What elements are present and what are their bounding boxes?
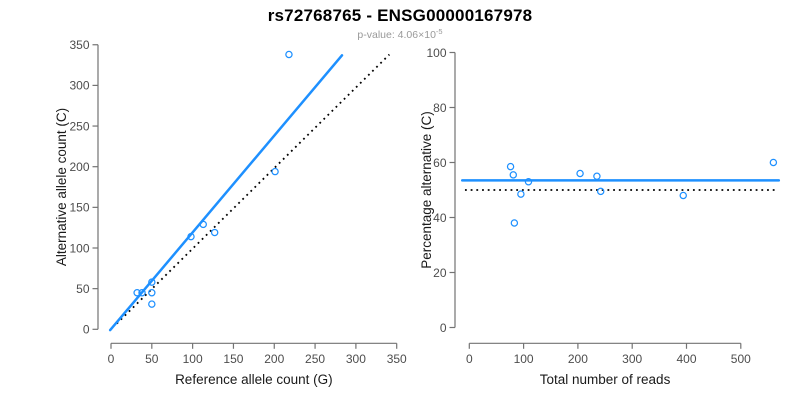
data-point bbox=[148, 288, 156, 297]
data-point bbox=[596, 187, 605, 196]
data-point bbox=[510, 219, 519, 227]
x-tick-label: 500 bbox=[731, 352, 751, 366]
data-point bbox=[187, 232, 195, 241]
x-tick-label: 400 bbox=[676, 352, 696, 366]
data-point bbox=[199, 220, 207, 229]
y-tick-label: 50 bbox=[76, 282, 90, 296]
data-point bbox=[271, 167, 279, 176]
y-tick-label: 100 bbox=[426, 46, 446, 60]
x-tick-label: 250 bbox=[305, 352, 325, 366]
y-tick-label: 300 bbox=[69, 79, 89, 93]
pvalue-exponent: -5 bbox=[435, 27, 443, 36]
figure-title: rs72768765 - ENSG00000167978 bbox=[267, 6, 533, 25]
y-tick-label: 200 bbox=[69, 160, 89, 174]
y-tick-label: 20 bbox=[433, 266, 447, 280]
y-tick-label: 40 bbox=[433, 211, 447, 225]
data-point bbox=[517, 190, 525, 198]
x-tick-label: 100 bbox=[514, 352, 534, 366]
x-tick-label: 300 bbox=[622, 352, 642, 366]
y-tick-label: 250 bbox=[69, 119, 89, 133]
x-tick-label: 200 bbox=[568, 352, 588, 366]
data-point bbox=[285, 50, 293, 59]
y-tick-label: 0 bbox=[83, 323, 90, 337]
regression-line bbox=[108, 54, 344, 332]
x-axis-title: Reference allele count (G) bbox=[175, 372, 333, 387]
x-tick-label: 0 bbox=[466, 352, 473, 366]
data-point bbox=[524, 178, 533, 186]
figure-subtitle: p-value: 4.06×10-5 bbox=[0, 27, 800, 41]
x-tick-label: 350 bbox=[387, 352, 407, 366]
data-point bbox=[210, 228, 219, 237]
x-tick-label: 50 bbox=[145, 352, 159, 366]
y-tick-label: 0 bbox=[440, 321, 447, 335]
y-tick-label: 60 bbox=[433, 156, 447, 170]
data-point bbox=[593, 172, 601, 180]
pvalue-label: p-value: 4.06×10 bbox=[357, 29, 436, 41]
data-point bbox=[576, 169, 584, 178]
y-tick-label: 150 bbox=[69, 201, 89, 215]
data-point bbox=[679, 191, 687, 200]
y-tick-label: 100 bbox=[69, 241, 89, 255]
x-tick-label: 0 bbox=[108, 352, 115, 366]
identity-line bbox=[116, 53, 390, 325]
data-point bbox=[769, 158, 778, 167]
y-axis-title: Percentage alternative (C) bbox=[419, 111, 434, 269]
x-axis-title: Total number of reads bbox=[540, 372, 671, 387]
x-tick-label: 100 bbox=[183, 352, 203, 366]
data-point bbox=[509, 171, 518, 179]
y-axis-title: Alternative allele count (C) bbox=[54, 108, 69, 266]
data-point bbox=[138, 288, 146, 297]
y-tick-label: 350 bbox=[69, 38, 89, 52]
panel-right: 0 100 200 300 400 500 0 20 40 60 80 100 Total number… bbox=[419, 46, 781, 387]
x-tick-label: 300 bbox=[346, 352, 366, 366]
data-point bbox=[148, 300, 156, 308]
x-tick-label: 150 bbox=[223, 352, 243, 366]
x-tick-label: 200 bbox=[264, 352, 284, 366]
data-point bbox=[148, 278, 156, 286]
data-point bbox=[506, 162, 515, 171]
panel-left: 0 50 100 150 200 250 300 350 0 50 100 150 200 250 300 3… bbox=[54, 38, 407, 387]
y-tick-label: 80 bbox=[433, 101, 447, 115]
data-point bbox=[133, 288, 141, 297]
